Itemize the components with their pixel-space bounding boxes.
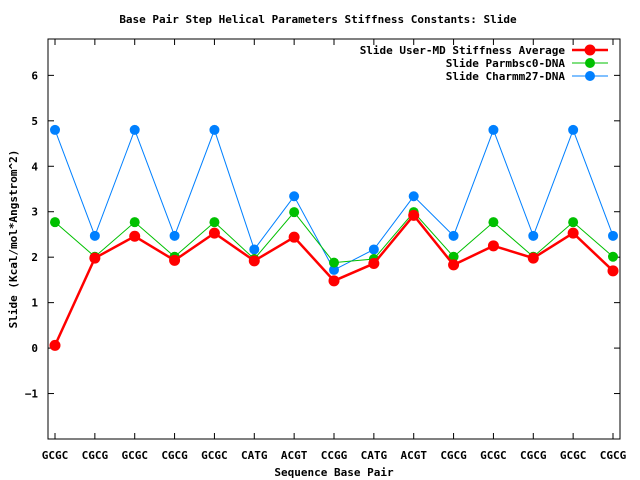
data-point xyxy=(567,227,579,239)
data-point xyxy=(129,217,140,228)
x-tick-label: CATG xyxy=(241,449,268,462)
series-layer xyxy=(49,124,619,351)
data-point xyxy=(608,251,618,262)
data-point xyxy=(488,217,499,228)
data-point xyxy=(249,244,260,255)
data-point xyxy=(289,191,300,202)
data-point xyxy=(448,230,459,241)
x-tick-label: CGCG xyxy=(440,449,467,462)
x-tick-label: GCGC xyxy=(121,449,148,462)
data-point xyxy=(488,124,499,135)
x-tick-label: GCGC xyxy=(560,449,587,462)
data-point xyxy=(608,230,618,241)
data-point xyxy=(129,230,141,242)
data-point xyxy=(49,339,61,351)
y-tick-label: 2 xyxy=(31,251,38,264)
data-point xyxy=(328,275,340,287)
data-point xyxy=(89,230,100,241)
x-tick-label: CGCG xyxy=(600,449,627,462)
data-point xyxy=(568,124,579,135)
data-point xyxy=(208,227,220,239)
y-tick-label: 5 xyxy=(31,115,38,128)
x-tick-label: CGCG xyxy=(520,449,547,462)
legend-label: Slide Parmbsc0-DNA xyxy=(446,57,566,70)
data-point xyxy=(368,258,380,270)
data-point xyxy=(528,230,539,241)
data-point xyxy=(288,231,300,243)
y-tick-label: 1 xyxy=(31,297,38,310)
x-axis: GCGC CGCG GCGC CGCG GCGC CATG ACGT CCGG CATG ACGT… xyxy=(42,39,627,462)
data-point xyxy=(209,217,220,228)
y-tick-label: 3 xyxy=(31,206,38,219)
y-axis-label: Slide (Kcal/mol*Angstrom^2) xyxy=(7,150,20,329)
data-point xyxy=(248,255,260,267)
x-tick-label: CCGG xyxy=(321,449,348,462)
y-tick-label: 0 xyxy=(31,342,38,355)
data-point xyxy=(408,191,419,202)
legend-label: Slide Charmm27-DNA xyxy=(446,70,566,83)
series-3 xyxy=(50,124,618,275)
chart-title: Base Pair Step Helical Parameters Stiffn… xyxy=(119,13,517,26)
data-point xyxy=(448,259,460,271)
x-tick-label: GCGC xyxy=(480,449,507,462)
data-point xyxy=(329,257,339,268)
data-point xyxy=(368,244,379,255)
y-tick-label: 4 xyxy=(31,160,38,173)
data-point xyxy=(50,124,60,135)
data-point xyxy=(408,209,420,221)
data-point xyxy=(329,264,339,275)
x-axis-label: Sequence Base Pair xyxy=(274,466,394,479)
x-tick-label: CATG xyxy=(361,449,388,462)
x-tick-label: ACGT xyxy=(281,449,308,462)
data-point xyxy=(89,252,101,264)
legend-label: Slide User-MD Stiffness Average xyxy=(360,44,566,57)
x-tick-label: ACGT xyxy=(400,449,427,462)
legend-marker xyxy=(585,71,595,81)
x-tick-label: CGCG xyxy=(82,449,109,462)
data-point xyxy=(527,252,539,264)
x-tick-label: CGCG xyxy=(161,449,188,462)
data-point xyxy=(487,240,499,252)
y-tick-label: 6 xyxy=(31,69,38,82)
y-tick-label: −1 xyxy=(25,388,39,401)
data-point xyxy=(169,230,180,241)
x-tick-label: GCGC xyxy=(201,449,228,462)
data-point xyxy=(50,217,60,228)
data-point xyxy=(448,251,459,262)
series-line xyxy=(54,128,614,271)
data-point xyxy=(169,254,181,266)
data-point xyxy=(289,207,300,218)
data-point xyxy=(607,265,619,277)
legend-marker xyxy=(585,58,595,68)
x-tick-label: GCGC xyxy=(42,449,69,462)
series-1 xyxy=(49,209,619,351)
data-point xyxy=(209,124,220,135)
data-point xyxy=(129,124,140,135)
data-point xyxy=(568,217,579,228)
legend-marker xyxy=(584,44,596,56)
